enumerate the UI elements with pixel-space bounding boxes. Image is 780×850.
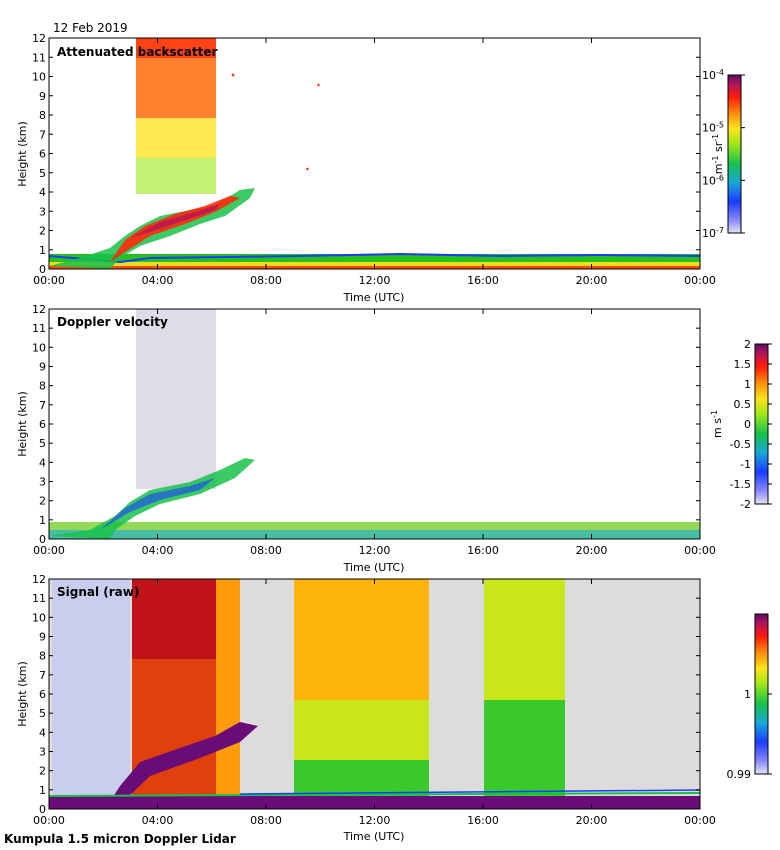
backscatter-ytick-label: 1 — [39, 244, 46, 257]
signal-xtick-label: 12:00 — [359, 814, 391, 827]
signal-colorbar — [754, 613, 769, 775]
velocity-ytick-label: 9 — [39, 361, 46, 374]
signal-colorbar-tick-label: 0.99 — [727, 768, 752, 781]
backscatter-ytick-label: 12 — [32, 32, 46, 45]
signal-ytick-label: 3 — [39, 746, 46, 759]
backscatter-ytick-label: 2 — [39, 225, 46, 238]
backscatter-xtick-label: 00:00 — [684, 274, 716, 287]
signal-ytick-label: 4 — [39, 726, 46, 739]
signal-ytick-label: 7 — [39, 669, 46, 682]
velocity-colorbar-tick-label: 2 — [744, 338, 751, 351]
signal-xtick-label: 16:00 — [467, 814, 499, 827]
velocity-colorbar-tick-label: 0 — [744, 418, 751, 431]
velocity-ytick-label: 12 — [32, 303, 46, 316]
velocity-colorbar-tick-label: 1.5 — [734, 358, 752, 371]
backscatter-ytick-label: 8 — [39, 109, 46, 122]
signal-xlabel: Time (UTC) — [343, 830, 405, 843]
signal-ytick-label: 12 — [32, 573, 46, 586]
backscatter-xtick-label: 12:00 — [359, 274, 391, 287]
backscatter-ytick-label: 9 — [39, 90, 46, 103]
backscatter-ytick-label: 6 — [39, 148, 46, 161]
signal-xtick-label: 04:00 — [142, 814, 174, 827]
velocity-colorbar-tick-label: -1.5 — [730, 478, 751, 491]
velocity-xtick-label: 20:00 — [576, 544, 608, 557]
velocity-ytick-label: 11 — [32, 322, 46, 335]
velocity-xtick-label: 16:00 — [467, 544, 499, 557]
velocity-ytick-label: 1 — [39, 514, 46, 527]
velocity-colorbar-tick-label: -1 — [740, 458, 751, 471]
backscatter-xtick-label: 00:00 — [33, 274, 65, 287]
backscatter-ytick-label: 10 — [32, 71, 46, 84]
signal-ytick-label: 9 — [39, 631, 46, 644]
signal-ytick-label: 6 — [39, 688, 46, 701]
signal-ytick-label: 8 — [39, 650, 46, 663]
backscatter-xtick-label: 20:00 — [576, 274, 608, 287]
signal-xtick-label: 00:00 — [684, 814, 716, 827]
velocity-title: Doppler velocity — [57, 315, 168, 329]
backscatter-ytick-label: 4 — [39, 186, 46, 199]
signal-data-layer — [48, 579, 701, 809]
signal-ytick-label: 10 — [32, 611, 46, 624]
velocity-ytick-label: 0 — [39, 533, 46, 546]
velocity-xtick-label: 00:00 — [33, 544, 65, 557]
signal-xtick-label: 00:00 — [33, 814, 65, 827]
backscatter-colorbar-label: m-1 sr-1 — [711, 134, 726, 174]
velocity-xtick-label: 00:00 — [684, 544, 716, 557]
velocity-ytick-label: 8 — [39, 380, 46, 393]
velocity-colorbar-tick-label: -0.5 — [730, 438, 751, 451]
velocity-colorbar-tick-label: -2 — [740, 498, 751, 511]
velocity-ylabel: Height (km) — [16, 391, 29, 457]
backscatter-colorbar-tick-label: 10-7 — [702, 226, 724, 241]
signal-ytick-label: 5 — [39, 707, 46, 720]
velocity-colorbar — [754, 343, 769, 505]
backscatter-ytick-label: 3 — [39, 205, 46, 218]
instrument-label: Kumpula 1.5 micron Doppler Lidar — [4, 832, 236, 846]
velocity-xlabel: Time (UTC) — [343, 561, 405, 574]
velocity-ytick-label: 6 — [39, 418, 46, 431]
panel-backscatter: Attenuated backscatter 01234567891011120… — [16, 32, 745, 304]
velocity-xtick-label: 08:00 — [250, 544, 282, 557]
backscatter-xtick-label: 08:00 — [250, 274, 282, 287]
velocity-ytick-label: 3 — [39, 476, 46, 489]
signal-ytick-label: 2 — [39, 765, 46, 778]
backscatter-ytick-label: 7 — [39, 128, 46, 141]
signal-title: Signal (raw) — [57, 585, 139, 599]
backscatter-ytick-label: 11 — [32, 51, 46, 64]
backscatter-xtick-label: 04:00 — [142, 274, 174, 287]
velocity-xtick-label: 04:00 — [142, 544, 174, 557]
signal-xtick-label: 08:00 — [250, 814, 282, 827]
velocity-xtick-label: 12:00 — [359, 544, 391, 557]
velocity-colorbar-tick-label: 0.5 — [734, 398, 752, 411]
backscatter-ytick-label: 0 — [39, 263, 46, 276]
backscatter-ytick-label: 5 — [39, 167, 46, 180]
signal-ytick-label: 1 — [39, 784, 46, 797]
velocity-colorbar-tick-label: 1 — [744, 378, 751, 391]
backscatter-colorbar-tick-label: 10-4 — [702, 68, 724, 83]
backscatter-ylabel: Height (km) — [16, 121, 29, 187]
velocity-ytick-label: 10 — [32, 341, 46, 354]
signal-ytick-label: 0 — [39, 803, 46, 816]
backscatter-xlabel: Time (UTC) — [343, 291, 405, 304]
signal-xtick-label: 20:00 — [576, 814, 608, 827]
velocity-colorbar-label: m s-1 — [710, 410, 725, 438]
backscatter-colorbar — [727, 74, 742, 234]
backscatter-xtick-label: 16:00 — [467, 274, 499, 287]
velocity-ytick-label: 7 — [39, 399, 46, 412]
velocity-ytick-label: 4 — [39, 456, 46, 469]
signal-ytick-label: 11 — [32, 592, 46, 605]
backscatter-colorbar-tick-label: 10-5 — [702, 120, 724, 135]
backscatter-title: Attenuated backscatter — [57, 45, 217, 59]
velocity-ytick-label: 5 — [39, 437, 46, 450]
signal-colorbar-tick-label: 1 — [744, 688, 751, 701]
signal-ylabel: Height (km) — [16, 661, 29, 727]
date-label: 12 Feb 2019 — [53, 21, 128, 35]
velocity-ytick-label: 2 — [39, 495, 46, 508]
